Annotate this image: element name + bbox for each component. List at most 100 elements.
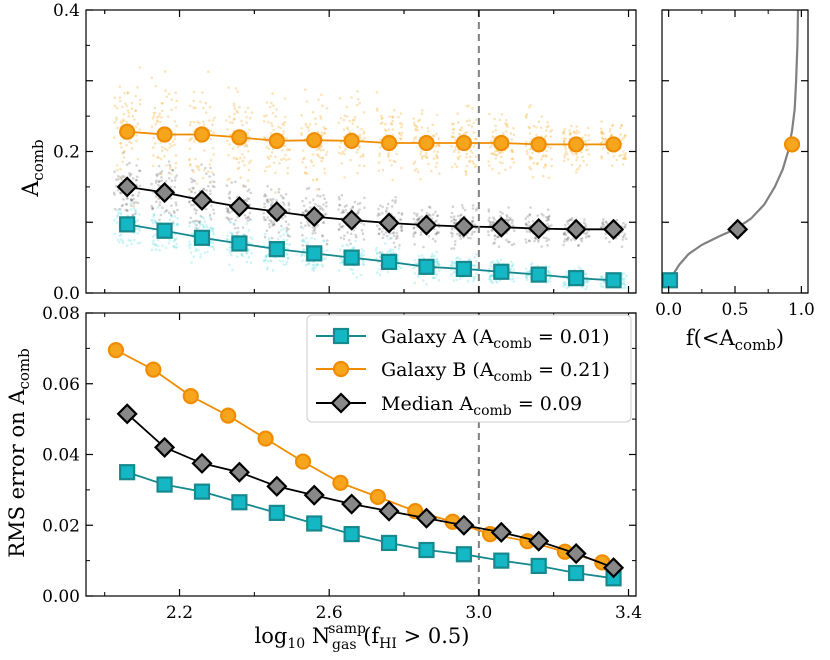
scatter-point (123, 175, 126, 178)
scatter-point (342, 128, 346, 131)
scatter-point (263, 232, 267, 236)
scatter-point (581, 155, 584, 159)
scatter-point (413, 124, 416, 127)
scatter-point (397, 115, 400, 119)
scatter-point (279, 194, 283, 197)
scatter-point (281, 196, 284, 199)
scatter-point (541, 155, 545, 158)
scatter-point (229, 231, 232, 234)
scatter-point (120, 121, 123, 125)
scatter-point (138, 184, 142, 188)
scatter-point (169, 185, 173, 189)
scatter-point (175, 246, 178, 249)
scatter-point (119, 176, 122, 179)
scatter-point (543, 166, 546, 169)
scatter-point (126, 109, 130, 112)
scatter-point (379, 145, 382, 149)
scatter-point (174, 176, 177, 179)
scatter-point (211, 119, 215, 122)
scatter-point (451, 260, 454, 264)
scatter-point (242, 185, 245, 188)
scatter-point (435, 161, 439, 165)
scatter-point (304, 209, 307, 213)
scatter-point (201, 176, 205, 180)
scatter-point (230, 232, 234, 235)
scatter-point (211, 227, 215, 231)
scatter-point (356, 171, 359, 175)
scatter-point (269, 259, 272, 262)
top-marker-galaxy-a (493, 263, 510, 280)
scatter-point (212, 180, 216, 184)
scatter-point (158, 218, 161, 222)
scatter-point (133, 238, 136, 242)
scatter-point (534, 237, 538, 240)
scatter-point (412, 226, 416, 229)
scatter-point (176, 222, 179, 226)
scatter-point (286, 233, 290, 236)
scatter-point (249, 218, 252, 222)
scatter-point (621, 238, 625, 241)
scatter-point (156, 244, 160, 248)
scatter-point (304, 197, 308, 200)
scatter-point (300, 114, 303, 117)
scatter-point (226, 210, 229, 214)
scatter-point (414, 136, 418, 139)
scatter-point (452, 217, 456, 221)
scatter-point (572, 130, 576, 133)
scatter-point (399, 218, 403, 221)
scatter-point (574, 152, 578, 156)
scatter-point (473, 230, 476, 234)
scatter-point (246, 197, 249, 200)
scatter-point (157, 197, 160, 201)
scatter-point (494, 149, 497, 153)
scatter-point (265, 254, 268, 258)
scatter-point (545, 154, 548, 158)
scatter-point (454, 218, 458, 222)
scatter-point (604, 236, 608, 240)
scatter-point (247, 215, 250, 219)
scatter-point (540, 212, 544, 216)
top-main-frame (85, 9, 637, 294)
scatter-point (600, 225, 604, 228)
scatter-point (528, 224, 532, 227)
scatter-point (273, 223, 276, 226)
scatter-point (173, 137, 177, 141)
scatter-point (568, 129, 571, 132)
scatter-point (434, 144, 438, 148)
cdf-xtick-label: 0.5 (721, 300, 748, 320)
bottom-marker-median (490, 521, 512, 543)
scatter-point (172, 210, 176, 213)
scatter-point (433, 276, 437, 280)
scatter-point (546, 217, 550, 221)
scatter-point (206, 170, 210, 173)
scatter-point (305, 172, 309, 175)
scatter-point (608, 130, 612, 133)
scatter-point (414, 128, 418, 132)
scatter-point (119, 141, 122, 145)
scatter-point (566, 236, 570, 239)
scatter-point (315, 148, 319, 151)
scatter-point (400, 212, 404, 215)
scatter-point (600, 132, 604, 135)
scatter-point (161, 149, 164, 152)
scatter-point (189, 177, 193, 180)
scatter-point (232, 156, 236, 160)
scatter-point (495, 153, 499, 157)
scatter-point (493, 234, 497, 238)
scatter-point (547, 176, 551, 179)
scatter-point (281, 201, 285, 204)
scatter-point (279, 235, 282, 238)
scatter-point (231, 121, 234, 124)
scatter-point (539, 126, 543, 129)
scatter-point (165, 209, 169, 212)
scatter-point (121, 105, 124, 109)
scatter-point (540, 245, 543, 248)
scatter-point (133, 118, 136, 121)
scatter-point (342, 210, 346, 214)
scatter-point (193, 140, 196, 143)
scatter-point (578, 131, 581, 134)
scatter-point (412, 217, 416, 221)
scatter-point (154, 84, 158, 88)
scatter-point (113, 104, 117, 107)
scatter-point (458, 154, 462, 158)
